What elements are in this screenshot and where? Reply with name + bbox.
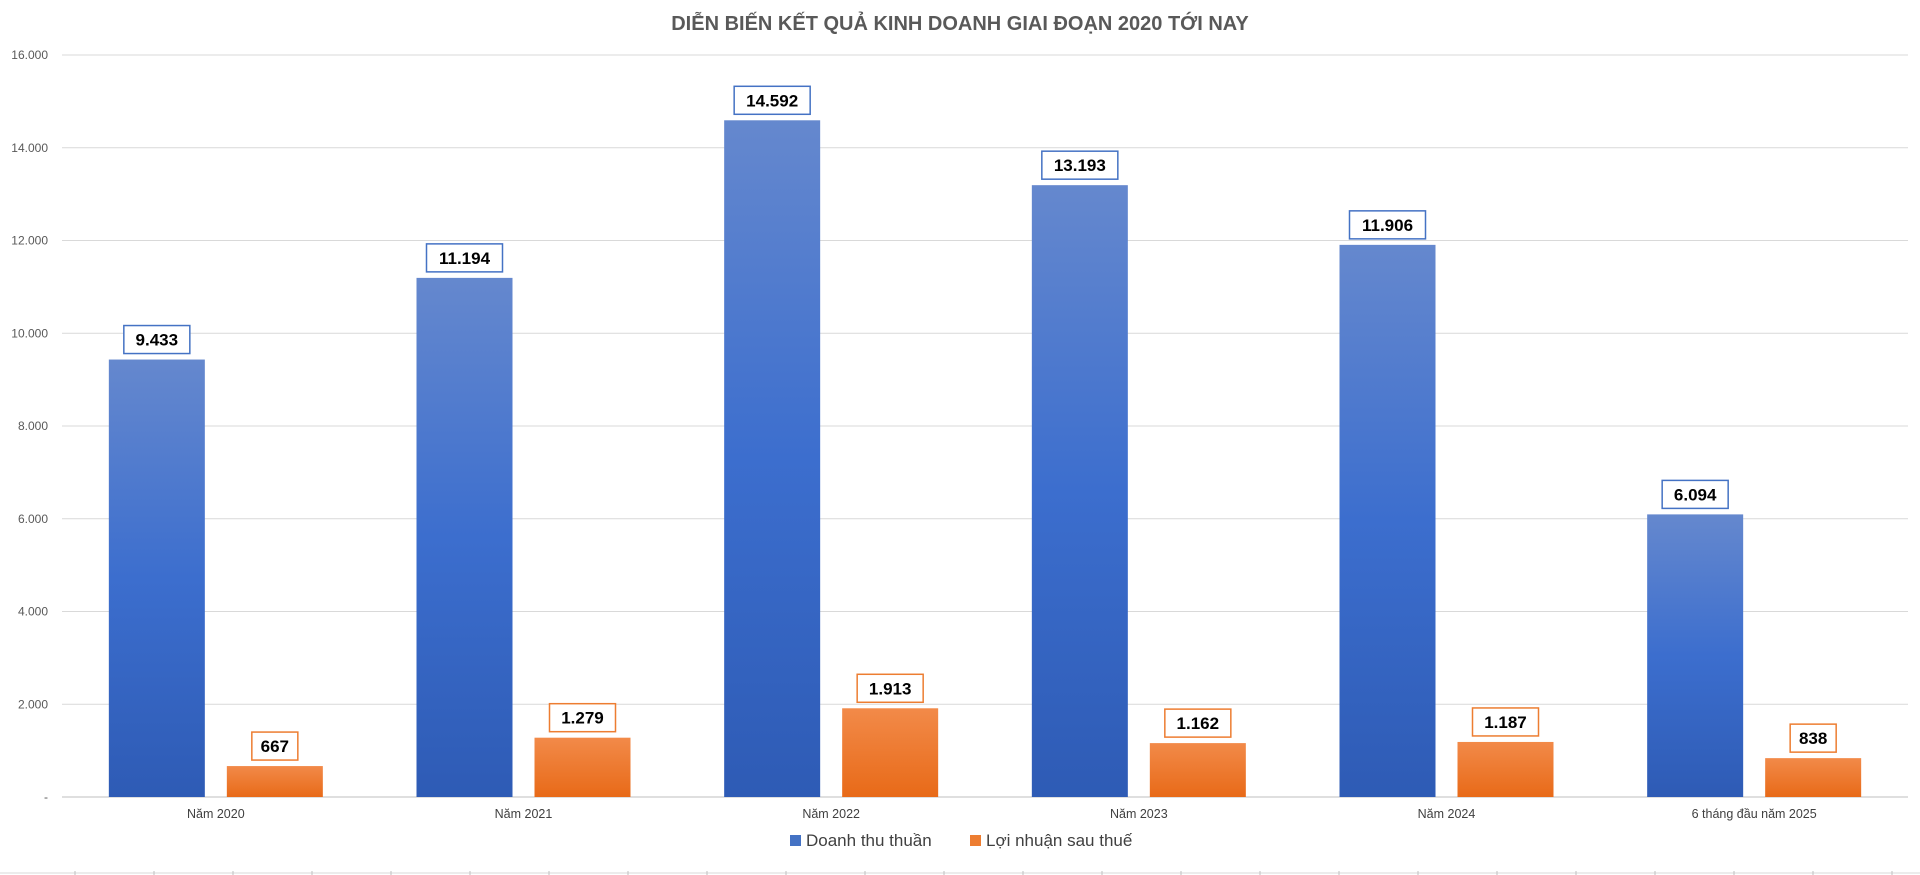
x-tick-label: Năm 2020: [187, 807, 245, 821]
data-label-box: [1789, 723, 1837, 753]
data-label-box: [733, 85, 811, 116]
bar: [1457, 741, 1554, 797]
data-label: 667: [261, 737, 289, 756]
data-label: 11.906: [1362, 216, 1413, 235]
bar: [1149, 743, 1246, 797]
bar: [1647, 514, 1744, 797]
bar: [416, 277, 513, 797]
y-tick-label: -: [44, 790, 48, 804]
y-tick-label: 10.000: [11, 326, 48, 340]
bottom-border: [0, 871, 1920, 875]
x-tick-label: 6 tháng đầu năm 2025: [1692, 807, 1817, 821]
y-tick-label: 16.000: [11, 48, 48, 62]
data-label-box: [1348, 210, 1427, 240]
data-label: 838: [1799, 729, 1827, 748]
bar: [1765, 758, 1862, 797]
data-label-box: [548, 702, 617, 733]
bars: [108, 120, 1862, 797]
x-tick-label: Năm 2024: [1418, 807, 1476, 821]
data-label: 14.592: [746, 91, 798, 110]
data-label-box: [1164, 708, 1232, 738]
y-tick-label: 8.000: [18, 419, 48, 433]
y-tick-label: 14.000: [11, 141, 48, 155]
legend: Doanh thu thuần Lợi nhuận sau thuế: [790, 831, 1133, 850]
legend-label: Lợi nhuận sau thuế: [986, 831, 1133, 850]
data-label-box: [1661, 479, 1729, 510]
bar: [842, 708, 939, 797]
data-label-box: [1041, 150, 1119, 180]
data-label-box: [251, 731, 299, 761]
x-tick-label: Năm 2023: [1110, 807, 1168, 821]
data-label-box: [856, 673, 924, 704]
y-axis: - 2.000 4.000 6.000 8.000 10.000 12.000 14.000 1…: [11, 48, 48, 804]
y-tick-label: 6.000: [18, 512, 48, 526]
data-labels: 9.433 667 11.194 1.279 14.592 1.913 13.193 1.16…: [123, 85, 1837, 761]
legend-swatch: [790, 835, 801, 846]
x-tick-label: Năm 2022: [802, 807, 860, 821]
y-tick-label: 12.000: [11, 234, 48, 248]
legend-swatch: [970, 835, 981, 846]
y-tick-label: 4.000: [18, 605, 48, 619]
data-label: 6.094: [1674, 485, 1717, 504]
data-label-box: [1471, 707, 1540, 737]
legend-label: Doanh thu thuần: [806, 831, 932, 850]
data-label: 13.193: [1054, 156, 1106, 175]
bar: [1031, 185, 1128, 797]
data-label: 1.187: [1484, 713, 1527, 732]
bar: [108, 359, 205, 797]
bar: [226, 766, 323, 797]
bar: [724, 120, 821, 797]
bar: [1339, 244, 1436, 797]
bar: [534, 737, 631, 797]
gridlines: [62, 54, 1908, 798]
data-label: 1.913: [869, 679, 912, 698]
y-tick-label: 2.000: [18, 697, 48, 711]
data-label: 11.194: [439, 249, 491, 268]
data-label: 1.279: [561, 709, 604, 728]
chart-title: DIỄN BIẾN KẾT QUẢ KINH DOANH GIAI ĐOẠN 2…: [671, 11, 1249, 35]
x-axis: Năm 2020 Năm 2021 Năm 2022 Năm 2023 Năm 2024…: [187, 807, 1817, 821]
data-label-box: [123, 324, 191, 355]
data-label: 1.162: [1177, 714, 1220, 733]
data-label: 9.433: [136, 331, 179, 350]
x-tick-label: Năm 2021: [495, 807, 553, 821]
data-label-box: [425, 243, 504, 273]
